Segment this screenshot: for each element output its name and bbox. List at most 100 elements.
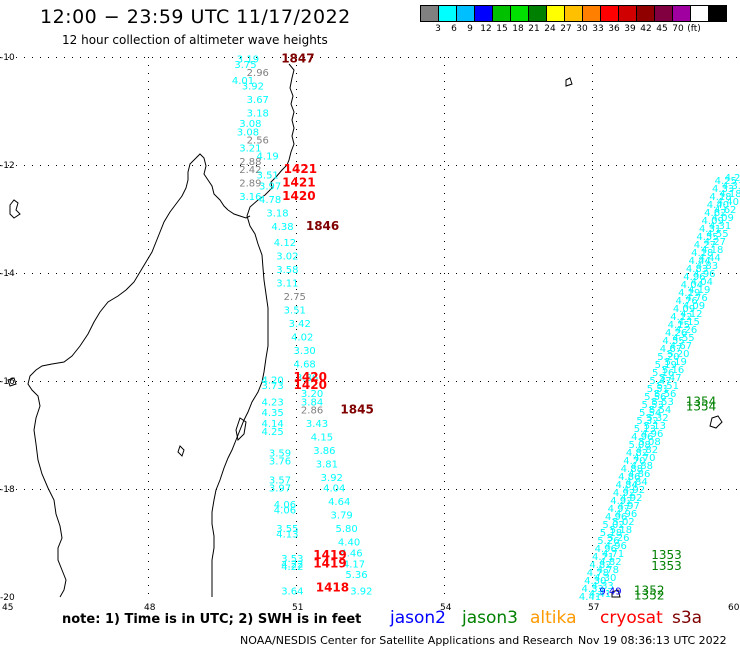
grid-dot [648,273,649,274]
grid-dot [272,381,273,382]
grid-dot [8,489,9,490]
grid-dot [504,489,505,490]
grid-dot [728,381,729,382]
grid-dot [360,489,361,490]
grid-dot [600,273,601,274]
grid-dot [360,273,361,274]
grid-dot [148,529,149,530]
grid-dot [592,381,593,382]
grid-dot [148,577,149,578]
wave-height-value: 3.97 [269,484,291,495]
grid-dot [288,489,289,490]
lat-label: -12 [0,161,15,171]
lon-label: 45 [2,603,13,613]
grid-dot [176,165,177,166]
grid-dot [444,281,445,282]
wave-height-value: 5.02 [612,517,634,528]
grid-dot [148,313,149,314]
wave-height-value: 5.20 [657,352,679,363]
grid-dot [632,273,633,274]
grid-dot [148,193,149,194]
grid-dot [408,165,409,166]
grid-dot [608,273,609,274]
grid-dot [576,489,577,490]
grid-dot [148,153,149,154]
grid-dot [224,381,225,382]
grid-dot [48,273,49,274]
grid-dot [272,273,273,274]
grid-dot [296,233,297,234]
wave-height-value: 2.42 [239,165,261,176]
grid-dot [444,121,445,122]
legend-label: 3 [435,24,441,34]
grid-dot [400,165,401,166]
grid-dot [440,57,441,58]
grid-dot [616,381,617,382]
pass-time-label: 1420 [294,378,327,392]
grid-dot [296,241,297,242]
wave-height-value: 4.31 [699,224,721,235]
grid-dot [696,57,697,58]
grid-dot [240,57,241,58]
grid-dot [688,489,689,490]
wave-height-value: 4.71 [602,549,624,560]
wave-height-value: 5.13 [634,424,656,435]
grid-dot [304,165,305,166]
grid-dot [148,465,149,466]
grid-dot [592,265,593,266]
grid-dot [296,225,297,226]
grid-dot [444,425,445,426]
wave-height-value: 4.55 [672,333,694,344]
grid-dot [328,57,329,58]
grid-dot [264,273,265,274]
grid-dot [592,513,593,514]
grid-dot [632,489,633,490]
wave-height-value: 3.21 [239,144,261,155]
grid-dot [416,489,417,490]
wave-height-value: 4.20 [261,376,283,387]
grid-dot [544,57,545,58]
grid-dot [56,273,57,274]
grid-dot [584,273,585,274]
grid-dot [16,57,17,58]
grid-dot [592,553,593,554]
grid-dot [616,489,617,490]
wave-height-value: 4.01 [232,76,254,87]
wave-height-value: 4.22 [281,559,303,570]
grid-dot [440,273,441,274]
wave-height-value: 4.15 [678,317,700,328]
grid-dot [696,489,697,490]
grid-dot [568,273,569,274]
grid-dot [240,489,241,490]
wave-height-value: 4.92 [613,488,635,499]
grid-dot [688,381,689,382]
grid-dot [444,513,445,514]
grid-dot [424,381,425,382]
legend-label: 33 [592,24,604,34]
grid-dot [192,489,193,490]
grid-dot [528,165,529,166]
grid-dot [0,381,1,382]
grid-dot [296,89,297,90]
grid-dot [296,153,297,154]
grid-dot [600,489,601,490]
grid-dot [544,381,545,382]
grid-dot [16,381,17,382]
grid-dot [112,57,113,58]
wave-height-value: 5.08 [639,437,661,448]
grid-dot [296,441,297,442]
wave-height-value: 4.09 [702,216,724,227]
wave-height-value: 3.92 [242,81,264,92]
grid-dot [148,409,149,410]
grid-dot [296,57,297,58]
grid-dot [444,265,445,266]
grid-dot [444,457,445,458]
grid-dot [80,273,81,274]
grid-dot [148,537,149,538]
wave-height-value: 4.70 [633,453,655,464]
grid-dot [544,273,545,274]
wave-height-value: 4.19 [688,285,710,296]
grid-dot [368,57,369,58]
grid-dot [148,273,149,274]
grid-dot [296,185,297,186]
